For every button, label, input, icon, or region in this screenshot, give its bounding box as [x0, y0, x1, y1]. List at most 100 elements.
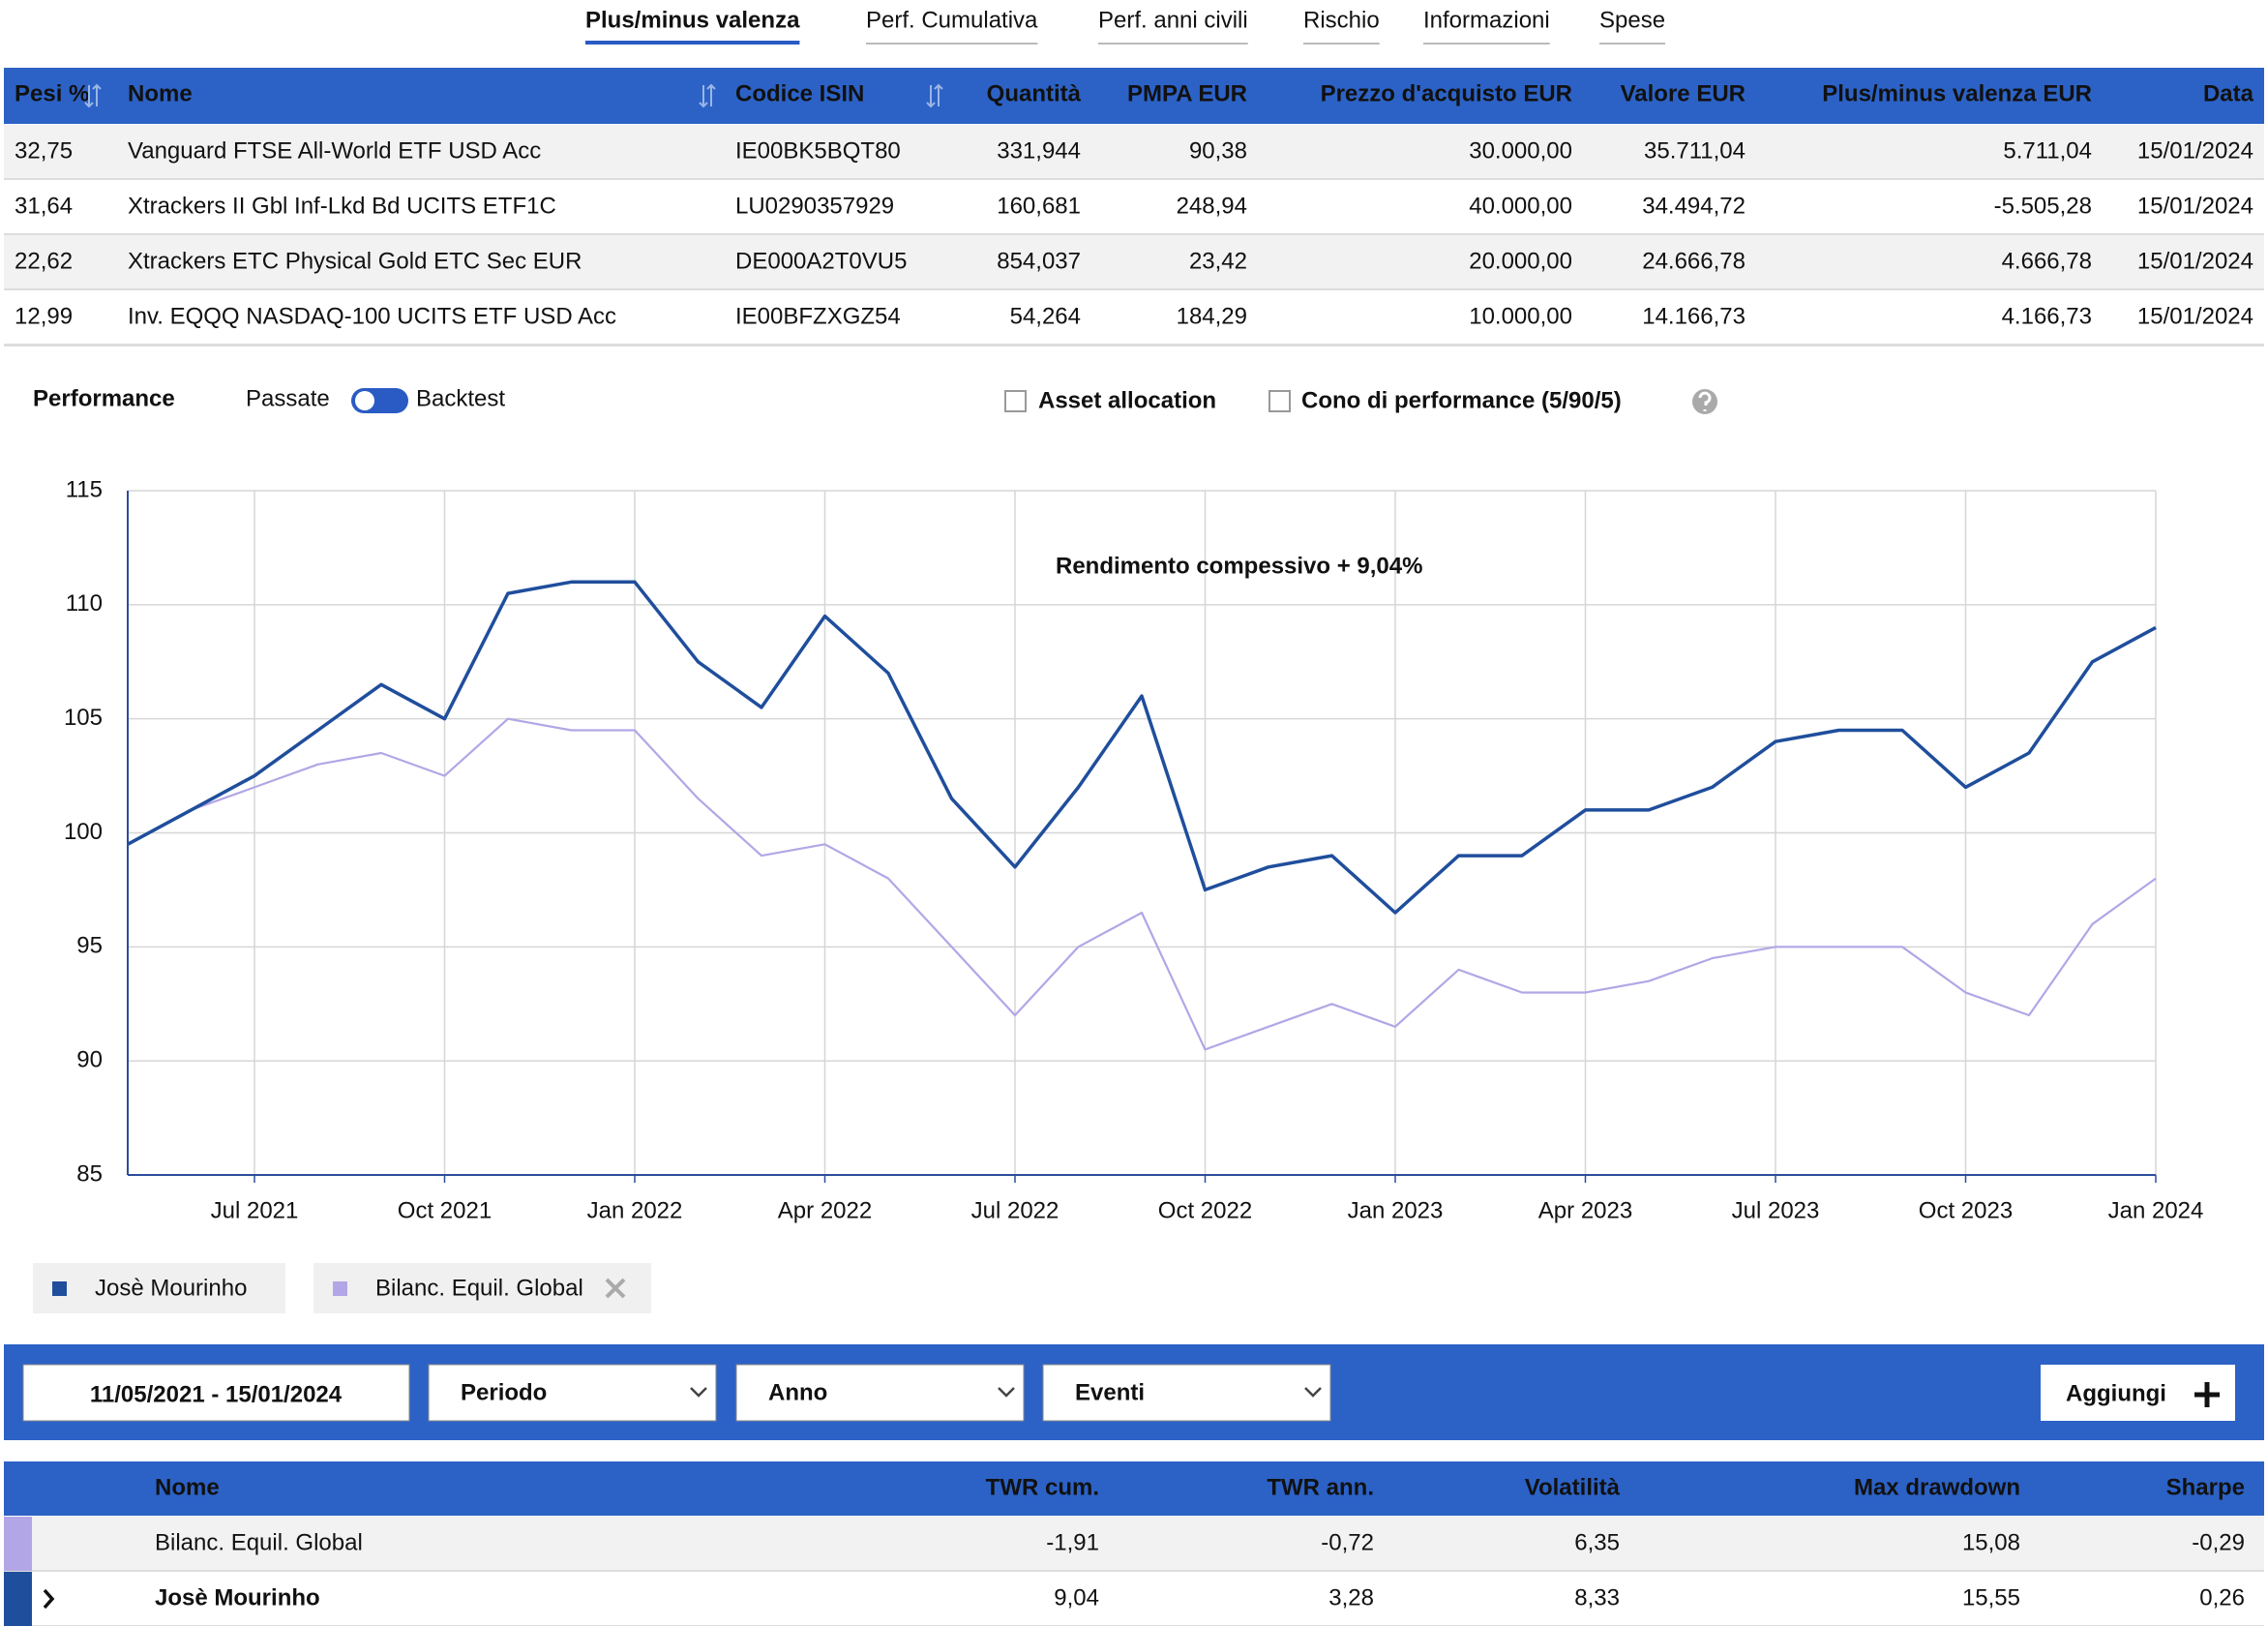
stats-cell: Bilanc. Equil. Global — [155, 1529, 363, 1555]
checkbox[interactable] — [1268, 390, 1291, 412]
table-cell: DE000A2T0VU5 — [735, 248, 907, 274]
dropdown[interactable] — [428, 1364, 717, 1422]
toggle-knob — [355, 391, 374, 410]
tab[interactable]: Spese — [1599, 7, 1665, 33]
sort-icon — [84, 83, 102, 108]
date-input[interactable] — [22, 1364, 410, 1422]
stats-cell: 8,33 — [1574, 1584, 1620, 1611]
x-tick-label: Jan 2022 — [587, 1197, 683, 1223]
x-tick-label: Oct 2023 — [1919, 1197, 2013, 1223]
table-cell: 34.494,72 — [1642, 193, 1746, 219]
plus-icon — [2194, 1382, 2220, 1407]
table-cell: 31,64 — [15, 193, 73, 219]
table-cell: 12,99 — [15, 303, 73, 329]
stats-cell: 15,55 — [1962, 1584, 2020, 1611]
table-cell: 15/01/2024 — [2137, 193, 2253, 219]
tab-underline — [1098, 43, 1248, 45]
help-glyph — [1698, 391, 1712, 411]
dropdown-label: Periodo — [461, 1379, 547, 1405]
table-cell: 15/01/2024 — [2137, 137, 2253, 164]
chevron — [1304, 1387, 1322, 1398]
chart-annotation: Rendimento compessivo + 9,04% — [1056, 553, 1422, 579]
sort-icon — [699, 83, 716, 108]
tab-underline — [866, 43, 1038, 45]
column-header: Codice ISIN — [735, 80, 864, 106]
stats-cell: 0,26 — [2199, 1584, 2245, 1611]
fund-link[interactable]: Vanguard FTSE All-World ETF USD Acc — [128, 137, 541, 164]
x-tick-label: Jul 2022 — [971, 1197, 1059, 1223]
stats-cell: 15,08 — [1962, 1529, 2020, 1555]
x-tick-label: Jan 2023 — [1348, 1197, 1444, 1223]
legend-item[interactable] — [313, 1263, 651, 1313]
expand-icon[interactable] — [43, 1588, 55, 1610]
table-row — [4, 125, 2264, 179]
table-cell: 4.166,73 — [2002, 303, 2092, 329]
remove-icon[interactable] — [605, 1278, 626, 1299]
table-row — [4, 235, 2264, 289]
column-header: Max drawdown — [1854, 1474, 2020, 1500]
x-tick-label: Jul 2023 — [1732, 1197, 1820, 1223]
dropdown[interactable] — [735, 1364, 1025, 1422]
table-cell: 23,42 — [1189, 248, 1247, 274]
dropdown[interactable] — [1042, 1364, 1331, 1422]
table-cell: 22,62 — [15, 248, 73, 274]
fund-link[interactable]: Xtrackers ETC Physical Gold ETC Sec EUR — [128, 248, 582, 274]
stats-cell: 9,04 — [1054, 1584, 1099, 1611]
table-cell: 160,681 — [997, 193, 1081, 219]
tab[interactable]: Rischio — [1303, 7, 1380, 33]
table-cell: 184,29 — [1177, 303, 1247, 329]
x-tick-label: Oct 2022 — [1158, 1197, 1252, 1223]
section-title: Performance — [33, 385, 175, 411]
x-tick-label: Apr 2023 — [1538, 1197, 1632, 1223]
tab[interactable]: Informazioni — [1423, 7, 1550, 33]
stats-row — [4, 1572, 2264, 1626]
table-cell: 32,75 — [15, 137, 73, 164]
y-tick-label: 105 — [64, 705, 103, 731]
y-tick-label: 95 — [76, 933, 103, 959]
x-tick-label: Oct 2021 — [398, 1197, 492, 1223]
table-cell: 248,94 — [1177, 193, 1247, 219]
series-line — [127, 580, 2157, 915]
fund-link[interactable]: Inv. EQQQ NASDAQ-100 UCITS ETF USD Acc — [128, 303, 616, 329]
checkbox-label[interactable]: Asset allocation — [1038, 387, 1216, 413]
checkbox[interactable] — [1004, 390, 1027, 412]
table-cell: 30.000,00 — [1469, 137, 1572, 164]
legend-item[interactable] — [33, 1263, 285, 1313]
y-tick-label: 90 — [76, 1047, 103, 1073]
table-cell: 4.666,78 — [2002, 248, 2092, 274]
series-line — [127, 717, 2157, 1051]
table-cell: LU0290357929 — [735, 193, 894, 219]
table-cell: 14.166,73 — [1642, 303, 1746, 329]
table-cell: 90,38 — [1189, 137, 1247, 164]
table-cell: IE00BFZXGZ54 — [735, 303, 901, 329]
table-cell: 40.000,00 — [1469, 193, 1572, 219]
tab-underline — [1599, 43, 1666, 45]
toggle-label: Passate — [246, 385, 330, 411]
section-border — [4, 345, 2264, 346]
checkbox-label[interactable]: Cono di performance (5/90/5) — [1301, 387, 1622, 413]
date-range: 11/05/2021 - 15/01/2024 — [90, 1381, 343, 1407]
dropdown-label: Eventi — [1075, 1379, 1145, 1405]
y-tick-label: 115 — [66, 476, 103, 502]
column-header: Prezzo d'acquisto EUR — [1321, 80, 1572, 106]
add-label: Aggiungi — [2066, 1380, 2166, 1406]
column-header: Nome — [155, 1474, 220, 1500]
toggle-label: Backtest — [416, 385, 505, 411]
table-cell: 10.000,00 — [1469, 303, 1572, 329]
tab[interactable]: Perf. anni civili — [1098, 7, 1248, 33]
column-header: TWR cum. — [986, 1474, 1099, 1500]
tab[interactable]: Perf. Cumulativa — [866, 7, 1038, 33]
table-row — [4, 290, 2264, 345]
fund-link[interactable]: Xtrackers II Gbl Inf-Lkd Bd UCITS ETF1C — [128, 193, 556, 219]
series-strip — [4, 1572, 32, 1626]
table-cell: 20.000,00 — [1469, 248, 1572, 274]
legend-swatch — [52, 1281, 67, 1296]
y-tick-label: 85 — [76, 1160, 103, 1187]
table-row — [4, 180, 2264, 234]
table-cell: 15/01/2024 — [2137, 303, 2253, 329]
tab[interactable]: Plus/minus valenza — [585, 7, 800, 33]
column-header: Valore EUR — [1621, 80, 1746, 106]
table-cell: 15/01/2024 — [2137, 248, 2253, 274]
column-header: Pesi % — [15, 80, 89, 106]
table-cell: IE00BK5BQT80 — [735, 137, 901, 164]
